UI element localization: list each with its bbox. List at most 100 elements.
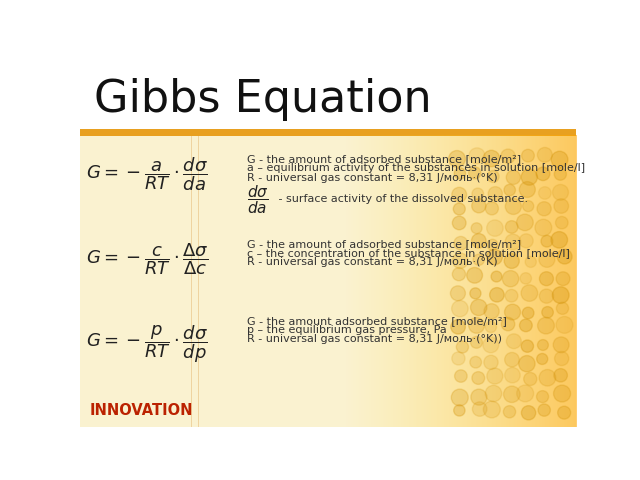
Circle shape	[473, 254, 484, 265]
Circle shape	[470, 288, 481, 299]
Circle shape	[523, 201, 534, 212]
Text: G - the amount of adsorbed substance [mole/m²]: G - the amount of adsorbed substance [mo…	[246, 154, 521, 164]
Circle shape	[540, 289, 554, 303]
Circle shape	[501, 149, 515, 163]
Circle shape	[540, 272, 554, 286]
Circle shape	[486, 249, 502, 265]
Circle shape	[454, 405, 465, 416]
Text: a – equilibrium activity of the substances in solution [mole/l]: a – equilibrium activity of the substanc…	[246, 164, 585, 173]
Circle shape	[552, 184, 568, 200]
Circle shape	[552, 287, 569, 303]
Circle shape	[468, 318, 484, 333]
Text: - surface activity of the dissolved substance.: - surface activity of the dissolved subs…	[275, 194, 529, 204]
Circle shape	[557, 406, 571, 419]
Text: $G = -\dfrac{p}{RT} \cdot \dfrac{d\sigma}{dp}$: $G = -\dfrac{p}{RT} \cdot \dfrac{d\sigma…	[86, 323, 208, 365]
Circle shape	[483, 401, 500, 418]
Circle shape	[452, 216, 466, 230]
Circle shape	[454, 237, 468, 250]
Circle shape	[485, 385, 502, 402]
Circle shape	[519, 181, 535, 197]
Circle shape	[505, 352, 519, 367]
Circle shape	[539, 252, 555, 267]
Circle shape	[472, 372, 484, 384]
Circle shape	[521, 285, 538, 301]
Circle shape	[485, 202, 499, 215]
Bar	[80, 129, 576, 136]
Text: $G = -\dfrac{c}{RT} \cdot \dfrac{\Delta\sigma}{\Delta c}$: $G = -\dfrac{c}{RT} \cdot \dfrac{\Delta\…	[86, 241, 209, 277]
Text: R - universal gas constant = 8,31 J/моль·(°K)): R - universal gas constant = 8,31 J/моль…	[246, 335, 502, 345]
Circle shape	[538, 404, 550, 416]
Circle shape	[538, 187, 551, 199]
Text: R - universal gas constant = 8,31 J/моль·(°K): R - universal gas constant = 8,31 J/моль…	[246, 173, 497, 183]
Circle shape	[505, 289, 518, 302]
Circle shape	[539, 370, 556, 386]
Circle shape	[505, 234, 521, 250]
Circle shape	[535, 219, 552, 236]
Circle shape	[483, 337, 499, 353]
Circle shape	[449, 151, 465, 167]
Circle shape	[524, 372, 537, 385]
Circle shape	[452, 268, 465, 281]
Circle shape	[471, 223, 482, 234]
Circle shape	[519, 234, 533, 248]
Circle shape	[472, 402, 487, 416]
Circle shape	[486, 220, 503, 236]
Circle shape	[538, 147, 552, 162]
Circle shape	[502, 271, 519, 287]
Circle shape	[506, 334, 522, 348]
Circle shape	[506, 221, 518, 233]
Circle shape	[484, 304, 499, 319]
Circle shape	[506, 170, 520, 184]
Circle shape	[491, 271, 502, 282]
Circle shape	[487, 239, 498, 250]
Text: G - the amount adsorbed substance [mole/m²]: G - the amount adsorbed substance [mole/…	[246, 316, 506, 326]
Circle shape	[518, 356, 535, 372]
Circle shape	[538, 339, 548, 350]
Circle shape	[470, 356, 481, 368]
Circle shape	[490, 288, 504, 302]
Text: $G = -\dfrac{a}{RT} \cdot \dfrac{d\sigma}{da}$: $G = -\dfrac{a}{RT} \cdot \dfrac{d\sigma…	[86, 156, 208, 193]
Circle shape	[471, 389, 487, 405]
Circle shape	[451, 320, 465, 334]
Circle shape	[537, 202, 551, 216]
Circle shape	[451, 286, 465, 301]
Circle shape	[488, 187, 502, 201]
Text: INNOVATION: INNOVATION	[90, 403, 193, 418]
Circle shape	[472, 188, 484, 200]
Circle shape	[556, 216, 568, 229]
Circle shape	[487, 170, 499, 182]
Circle shape	[520, 319, 532, 332]
Circle shape	[451, 389, 468, 406]
Circle shape	[554, 168, 566, 180]
Bar	[198, 136, 199, 427]
Circle shape	[554, 369, 568, 382]
Circle shape	[454, 370, 467, 382]
Circle shape	[551, 151, 568, 168]
Circle shape	[504, 184, 515, 196]
Circle shape	[469, 148, 485, 164]
Circle shape	[452, 352, 465, 365]
Circle shape	[504, 253, 519, 268]
Circle shape	[521, 169, 538, 185]
Circle shape	[542, 307, 554, 318]
Circle shape	[456, 341, 468, 353]
Circle shape	[452, 300, 468, 317]
Circle shape	[452, 253, 468, 268]
Circle shape	[516, 214, 533, 231]
Circle shape	[554, 385, 570, 402]
Bar	[80, 58, 576, 131]
Circle shape	[541, 235, 553, 247]
Circle shape	[554, 199, 568, 213]
Circle shape	[505, 368, 520, 383]
Circle shape	[453, 203, 465, 215]
Circle shape	[522, 406, 536, 420]
Circle shape	[522, 307, 534, 319]
Circle shape	[556, 272, 570, 286]
Circle shape	[470, 336, 483, 348]
Circle shape	[536, 391, 548, 403]
Circle shape	[472, 234, 486, 248]
Circle shape	[467, 267, 483, 283]
Circle shape	[557, 249, 572, 264]
Text: $\dfrac{d\sigma}{da}$: $\dfrac{d\sigma}{da}$	[246, 183, 268, 216]
Circle shape	[551, 232, 568, 248]
